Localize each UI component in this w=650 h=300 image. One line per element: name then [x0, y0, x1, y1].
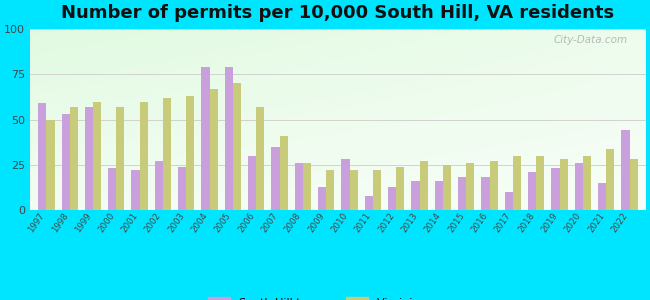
Bar [303, 163, 311, 210]
Bar [466, 163, 474, 210]
Bar [583, 156, 591, 210]
Legend: South Hill town, Virginia average: South Hill town, Virginia average [203, 292, 473, 300]
Bar [341, 159, 350, 210]
Bar [373, 170, 381, 210]
Bar [46, 120, 55, 210]
Bar [280, 136, 288, 210]
Bar [93, 102, 101, 210]
Bar [295, 163, 303, 210]
Title: Number of permits per 10,000 South Hill, VA residents: Number of permits per 10,000 South Hill,… [61, 4, 614, 22]
Bar [365, 196, 373, 210]
Bar [38, 103, 46, 210]
Bar [489, 161, 498, 210]
Bar [482, 178, 489, 210]
Bar [396, 167, 404, 210]
Bar [116, 107, 125, 210]
Bar [187, 96, 194, 210]
Bar [575, 163, 583, 210]
Bar [178, 167, 187, 210]
Bar [536, 156, 544, 210]
Bar [233, 83, 241, 210]
Bar [85, 107, 93, 210]
Bar [140, 102, 148, 210]
Bar [155, 161, 163, 210]
Bar [411, 181, 419, 210]
Bar [528, 172, 536, 210]
Bar [560, 159, 567, 210]
Bar [210, 89, 218, 210]
Bar [62, 114, 70, 210]
Bar [419, 161, 428, 210]
Bar [443, 165, 451, 210]
Bar [435, 181, 443, 210]
Bar [225, 67, 233, 210]
Bar [70, 107, 78, 210]
Bar [458, 178, 466, 210]
Bar [131, 170, 140, 210]
Bar [513, 156, 521, 210]
Bar [606, 148, 614, 210]
Bar [108, 168, 116, 210]
Bar [629, 159, 638, 210]
Bar [388, 187, 396, 210]
Bar [248, 156, 256, 210]
Bar [551, 168, 560, 210]
Bar [256, 107, 265, 210]
Text: City-Data.com: City-Data.com [553, 35, 627, 45]
Bar [598, 183, 606, 210]
Bar [163, 98, 171, 210]
Bar [272, 147, 280, 210]
Bar [202, 67, 210, 210]
Bar [318, 187, 326, 210]
Bar [621, 130, 629, 210]
Bar [504, 192, 513, 210]
Bar [350, 170, 358, 210]
Bar [326, 170, 335, 210]
